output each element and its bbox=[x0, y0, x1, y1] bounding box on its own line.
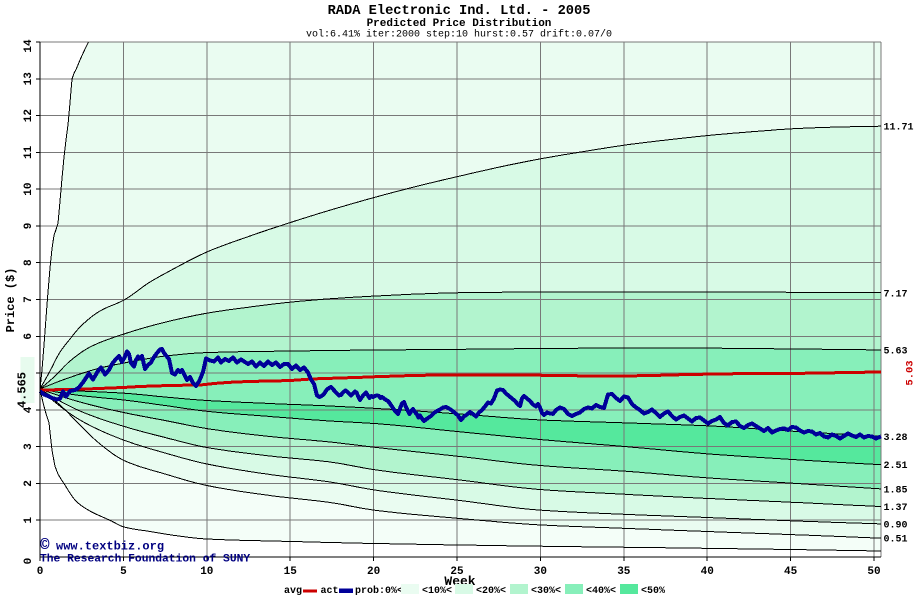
svg-text:vol:6.41% iter:2000 step:10 hu: vol:6.41% iter:2000 step:10 hurst:0.57 d… bbox=[306, 29, 612, 41]
svg-text:7.17: 7.17 bbox=[884, 290, 908, 301]
svg-text:7: 7 bbox=[23, 296, 35, 303]
svg-text:14: 14 bbox=[23, 39, 35, 53]
svg-text:2.51: 2.51 bbox=[884, 461, 908, 472]
svg-text:10: 10 bbox=[23, 182, 35, 195]
svg-text:www.textbiz.org: www.textbiz.org bbox=[56, 540, 164, 554]
svg-text:0: 0 bbox=[37, 566, 44, 578]
svg-text:45: 45 bbox=[784, 566, 798, 578]
svg-text:6: 6 bbox=[23, 333, 35, 340]
svg-text:3: 3 bbox=[23, 443, 35, 450]
svg-text:Predicted Price Distribution: Predicted Price Distribution bbox=[367, 18, 552, 30]
svg-text:12: 12 bbox=[23, 109, 35, 122]
svg-text:13: 13 bbox=[23, 72, 35, 86]
svg-text:1: 1 bbox=[23, 517, 35, 524]
svg-text:9: 9 bbox=[23, 223, 35, 230]
svg-text:3.28: 3.28 bbox=[884, 433, 908, 444]
svg-text:50: 50 bbox=[867, 566, 880, 578]
svg-text:<10%<: <10%< bbox=[422, 586, 452, 597]
svg-text:<30%<: <30%< bbox=[531, 586, 561, 597]
svg-text:0: 0 bbox=[23, 558, 35, 565]
svg-text:4: 4 bbox=[23, 406, 35, 413]
svg-text:8: 8 bbox=[23, 259, 35, 266]
svg-text:0.51: 0.51 bbox=[884, 535, 908, 546]
svg-text:avg: avg bbox=[284, 586, 302, 597]
svg-text:5.03: 5.03 bbox=[905, 360, 917, 385]
svg-text:5.63: 5.63 bbox=[884, 346, 908, 357]
svg-text:15: 15 bbox=[284, 566, 298, 578]
svg-text:20: 20 bbox=[367, 566, 380, 578]
svg-text:RADA Electronic Ind. Ltd. - 20: RADA Electronic Ind. Ltd. - 2005 bbox=[328, 4, 591, 19]
svg-text:25: 25 bbox=[450, 566, 464, 578]
svg-text:10: 10 bbox=[200, 566, 213, 578]
svg-text:4.565: 4.565 bbox=[16, 372, 30, 408]
svg-text:<50%: <50% bbox=[641, 586, 665, 597]
svg-text:act: act bbox=[321, 586, 339, 597]
svg-text:2: 2 bbox=[23, 480, 35, 487]
svg-text:11.71: 11.71 bbox=[884, 123, 914, 134]
svg-text:40: 40 bbox=[701, 566, 714, 578]
svg-text:<40%<: <40%< bbox=[586, 586, 616, 597]
svg-text:0.90: 0.90 bbox=[884, 520, 908, 531]
svg-text:11: 11 bbox=[23, 145, 35, 159]
svg-text:prob:0%<: prob:0%< bbox=[355, 585, 403, 597]
svg-text:©: © bbox=[40, 537, 50, 555]
svg-text:1.37: 1.37 bbox=[884, 503, 908, 514]
svg-text:1.85: 1.85 bbox=[884, 485, 908, 496]
svg-text:Price ($): Price ($) bbox=[4, 268, 18, 333]
svg-text:30: 30 bbox=[534, 566, 547, 578]
svg-text:5: 5 bbox=[120, 566, 127, 578]
svg-text:<20%<: <20%< bbox=[476, 586, 506, 597]
svg-text:35: 35 bbox=[617, 566, 631, 578]
svg-text:The Research Foundation of SUN: The Research Foundation of SUNY bbox=[40, 554, 250, 566]
